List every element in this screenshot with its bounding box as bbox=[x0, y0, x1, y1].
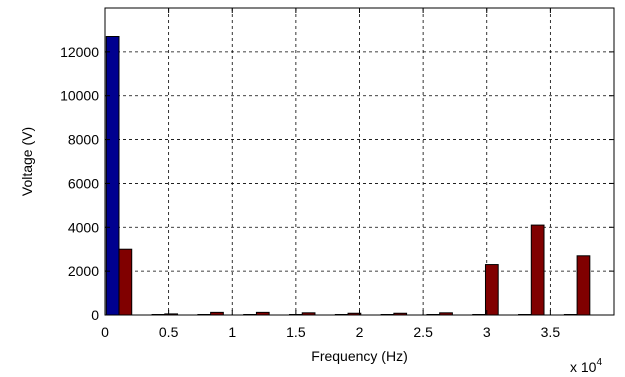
bar bbox=[576, 255, 591, 316]
y-tick-label: 12000 bbox=[60, 44, 99, 60]
x-axis-label: Frequency (Hz) bbox=[311, 348, 407, 364]
x-axis-scale-factor: x 104 bbox=[570, 357, 602, 375]
x-tick-label: 2 bbox=[356, 324, 364, 340]
x-tick-label: 3 bbox=[483, 324, 491, 340]
grid bbox=[105, 8, 614, 315]
x-axis-scale-base: x 10 bbox=[570, 359, 597, 375]
y-axis-label: Voltage (V) bbox=[19, 127, 35, 196]
x-tick-label: 3.5 bbox=[541, 324, 561, 340]
x-tick-label: 2.5 bbox=[413, 324, 433, 340]
bar bbox=[118, 248, 133, 316]
x-tick-label: 0 bbox=[101, 324, 109, 340]
bars bbox=[105, 36, 591, 316]
x-tick-label: 1 bbox=[228, 324, 236, 340]
y-tick-label: 10000 bbox=[60, 88, 99, 104]
bar bbox=[105, 36, 120, 316]
y-tick-label: 0 bbox=[91, 307, 99, 323]
ticks: 0 0.5 1 1.5 2 2.5 3 3.5 0 2000 4000 6000 8000 10000 12… bbox=[60, 8, 614, 340]
bar bbox=[484, 264, 499, 316]
y-tick-label: 2000 bbox=[68, 263, 99, 279]
x-tick-label: 1.5 bbox=[286, 324, 306, 340]
y-tick-label: 4000 bbox=[68, 219, 99, 235]
x-axis-scale-exponent: 4 bbox=[596, 357, 602, 368]
y-tick-label: 8000 bbox=[68, 132, 99, 148]
y-tick-label: 6000 bbox=[68, 175, 99, 191]
bar bbox=[530, 224, 545, 316]
x-tick-label: 0.5 bbox=[159, 324, 179, 340]
